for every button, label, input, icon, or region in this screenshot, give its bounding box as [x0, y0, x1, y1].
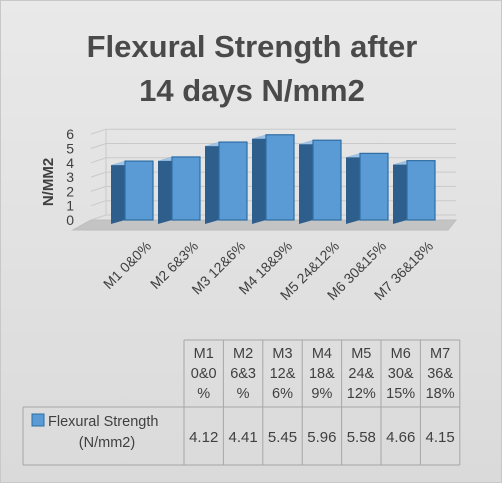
table-header-text: 12&	[270, 366, 296, 382]
table-value: 4.12	[189, 429, 218, 446]
bar	[346, 152, 389, 224]
bar-front-face	[359, 152, 389, 221]
y-tick-label: 1	[66, 198, 74, 214]
table-value: 5.45	[268, 429, 297, 446]
bar	[299, 139, 342, 224]
bar	[205, 141, 248, 224]
table-header-text: M3	[272, 346, 292, 362]
table-header-text: 36&	[427, 366, 453, 382]
chart-title-line-2: 14 days N/mm2	[139, 73, 365, 108]
table-header-text: %	[237, 386, 250, 402]
bars	[111, 134, 436, 224]
bar-side-face	[299, 140, 313, 224]
bar	[158, 156, 201, 224]
bar-front-face	[218, 141, 248, 221]
table-header-text: M1	[194, 346, 214, 362]
y-axis-label: N/MM2	[40, 158, 57, 206]
y-tick-label: 5	[66, 141, 74, 157]
table-header-text: M4	[312, 346, 332, 362]
table-header-text: 18&	[309, 366, 335, 382]
table-header-text: 24&	[348, 366, 374, 382]
table-header-text: %	[197, 386, 210, 402]
bar-side-face	[346, 153, 360, 224]
table-header-text: M5	[351, 346, 371, 362]
bar-side-face	[393, 160, 407, 224]
series-name: (N/mm2)	[79, 435, 135, 451]
table-value: 4.15	[425, 429, 454, 446]
y-tick-label: 6	[66, 126, 74, 142]
table-header-text: M2	[233, 346, 253, 362]
table-header-text: 9%	[311, 386, 332, 402]
bar-front-face	[171, 156, 201, 221]
bar-side-face	[158, 156, 172, 224]
y-tick-label: 2	[66, 183, 74, 199]
table-value: 4.41	[228, 429, 257, 446]
gridline	[90, 128, 456, 135]
table-header-text: M7	[430, 346, 450, 362]
table-value: 5.96	[307, 429, 336, 446]
table-header-text: 0&0	[191, 366, 217, 382]
table-header-text: 12%	[347, 386, 376, 402]
bar	[393, 160, 436, 224]
legend-key	[31, 413, 45, 427]
data-table: M1 0&0% M2 6&3% M3 12&6% M4 18&9% M5 24&12% M6 30&1…	[22, 339, 461, 466]
table-value: 5.58	[347, 429, 376, 446]
bar-side-face	[111, 161, 125, 224]
series-name: Flexural Strength	[48, 414, 158, 430]
chart-title-line-1: Flexural Strength after	[86, 29, 418, 64]
table-header-text: M6	[391, 346, 411, 362]
table-header-text: 30&	[388, 366, 414, 382]
x-tick-label: M1 0&0%	[100, 238, 154, 292]
y-tick-label: 0	[66, 212, 74, 228]
table-header-text: 6%	[272, 386, 293, 402]
table-header-text: 6&3	[230, 366, 256, 382]
bar-front-face	[406, 160, 436, 221]
bar	[111, 160, 154, 224]
bar-side-face	[205, 142, 219, 224]
bar-front-face	[265, 134, 295, 221]
y-tick-label: 4	[66, 155, 74, 171]
bar-front-face	[124, 160, 154, 221]
bar-front-face	[312, 139, 342, 221]
y-tick-label: 3	[66, 169, 74, 185]
x-axis-ticks: M1 0&0%M2 6&3%M3 12&6%M4 18&9%M5 24&12%M…	[100, 238, 436, 303]
table-value: 4.66	[386, 429, 415, 446]
table-header-text: 18%	[426, 386, 455, 402]
bar	[252, 134, 295, 224]
table-header-text: 15%	[386, 386, 415, 402]
bar-side-face	[252, 134, 266, 224]
